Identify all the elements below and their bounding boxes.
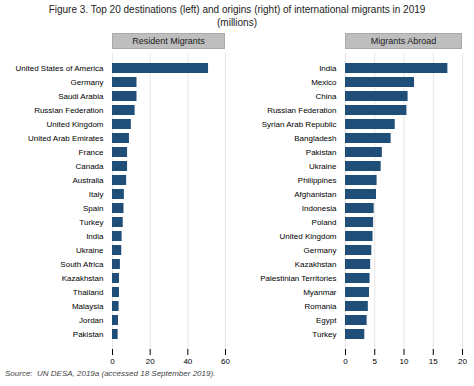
svg-text:Indonesia: Indonesia [302,204,337,213]
svg-text:Ukraine: Ukraine [309,162,337,171]
svg-text:Spain: Spain [83,204,103,213]
svg-text:Philippines: Philippines [298,176,337,185]
svg-text:Pakistan: Pakistan [306,148,337,157]
svg-text:Malaysia: Malaysia [72,302,104,311]
svg-text:India: India [319,64,337,73]
svg-text:Kazakhstan: Kazakhstan [295,260,337,269]
svg-text:Syrian Arab Republic: Syrian Arab Republic [262,120,337,129]
svg-text:Saudi Arabia: Saudi Arabia [58,92,104,101]
html-text:Migrants Abroad: Migrants Abroad [370,36,437,46]
svg-text:Jordan: Jordan [79,316,103,325]
svg-text:China: China [316,92,337,101]
html-text:Source: UN DESA, 2019a (access: Source: UN DESA, 2019a (accessed 18 Sept… [5,369,216,378]
svg-text:Russian Federation: Russian Federation [34,106,103,115]
svg-text:Germany: Germany [71,78,104,87]
svg-text:40: 40 [183,357,192,366]
svg-text:Bangladesh: Bangladesh [294,134,336,143]
svg-text:Afghanistan: Afghanistan [294,190,336,199]
svg-text:Australia: Australia [72,176,104,185]
svg-text:United Kingdom: United Kingdom [280,232,337,241]
svg-text:Ukraine: Ukraine [76,246,104,255]
svg-text:0: 0 [110,357,115,366]
svg-text:Canada: Canada [75,162,104,171]
svg-text:60: 60 [221,357,230,366]
svg-text:5: 5 [373,357,378,366]
svg-text:Italy: Italy [89,190,104,199]
svg-text:20: 20 [458,357,467,366]
svg-text:Mexico: Mexico [311,78,337,87]
html-text:Figure 3. Top 20 destinations: Figure 3. Top 20 destinations (left) and… [48,4,426,28]
svg-text:India: India [86,232,104,241]
svg-text:South Africa: South Africa [60,260,104,269]
svg-text:Russian Federation: Russian Federation [267,106,336,115]
svg-text:France: France [79,148,104,157]
svg-text:Romania: Romania [304,302,337,311]
svg-text:0: 0 [343,357,348,366]
svg-text:Turkey: Turkey [312,330,336,339]
svg-text:Palestinian Territories: Palestinian Territories [260,274,336,283]
svg-text:20: 20 [146,357,155,366]
html-text:Resident Migrants: Resident Migrants [132,36,205,46]
svg-text:Pakistan: Pakistan [73,330,104,339]
svg-text:Egypt: Egypt [316,316,337,325]
svg-text:Thailand: Thailand [73,288,104,297]
svg-text:Turkey: Turkey [79,218,103,227]
svg-text:15: 15 [429,357,438,366]
svg-text:Kazakhstan: Kazakhstan [62,274,104,283]
svg-text:Germany: Germany [304,246,337,255]
svg-text:United Kingdom: United Kingdom [47,120,104,129]
svg-text:Poland: Poland [312,218,337,227]
svg-text:United Arab Emirates: United Arab Emirates [28,134,104,143]
svg-text:10: 10 [400,357,409,366]
svg-text:Myanmar: Myanmar [303,288,337,297]
svg-text:United States of America: United States of America [15,64,104,73]
